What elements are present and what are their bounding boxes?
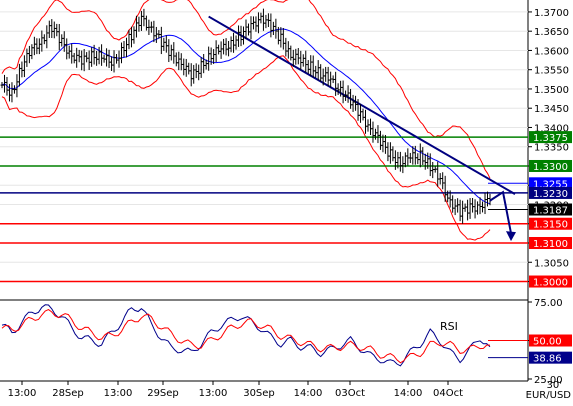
price-bars bbox=[0, 8, 492, 224]
level-label-box bbox=[529, 186, 572, 199]
rsi-tick-label: 25.00 bbox=[534, 375, 563, 386]
level-label-text: 1.3150 bbox=[533, 220, 568, 231]
trendline bbox=[208, 15, 516, 195]
level-label-box bbox=[529, 237, 572, 250]
x-tick-label: 14:00 bbox=[294, 388, 323, 399]
x-axis: 13:00 28Sep 13:00 29Sep 13:00 30Sep 14:00 03Oct… bbox=[8, 381, 463, 399]
x-tick-label: 28Sep bbox=[52, 388, 84, 399]
level-label-text: 1.3230 bbox=[533, 189, 568, 200]
support-resistance-lines bbox=[0, 136, 528, 283]
level-label-text: 1.3187 bbox=[533, 205, 568, 216]
x-tick-label: 13:00 bbox=[199, 388, 228, 399]
level-label-box bbox=[529, 275, 572, 288]
level-label-box bbox=[529, 131, 572, 144]
bollinger-bands bbox=[1, 0, 491, 241]
level-label-box bbox=[529, 159, 572, 172]
forecast-arrow-head bbox=[506, 231, 516, 242]
rsi-current-label: 38.86 bbox=[533, 354, 562, 365]
x-tick-label: 04Oct bbox=[433, 388, 463, 399]
bollinger-lower-band bbox=[1, 55, 491, 241]
bollinger-upper-band bbox=[1, 0, 491, 179]
price-tick-label: 1.3650 bbox=[534, 27, 569, 38]
price-tick-label: 1.3500 bbox=[534, 85, 569, 96]
level-label-box bbox=[529, 203, 572, 216]
price-tick-label: 1.3400 bbox=[534, 123, 569, 134]
level-label-text: 1.3100 bbox=[533, 239, 568, 250]
rsi-series-line bbox=[1, 304, 491, 367]
x-tick-label: 30Sep bbox=[243, 388, 275, 399]
level-label-text: 1.3300 bbox=[533, 162, 568, 173]
timeframe-label: 30' bbox=[547, 380, 562, 391]
x-tick-label: 03Oct bbox=[335, 388, 365, 399]
price-tick-label: 1.3550 bbox=[534, 66, 569, 77]
rsi-series-line bbox=[1, 309, 490, 364]
moving-average-line bbox=[1, 28, 491, 205]
rsi-current-label: 50.00 bbox=[533, 337, 562, 348]
rsi-tick-label: 75.00 bbox=[534, 298, 563, 309]
x-tick-label: 14:00 bbox=[394, 388, 423, 399]
price-tick-label: 1.3700 bbox=[534, 8, 569, 19]
price-tick-label: 1.3600 bbox=[534, 46, 569, 57]
instrument-label: EUR/USD bbox=[526, 390, 572, 401]
trendline-line bbox=[208, 15, 516, 195]
level-label-box bbox=[529, 177, 572, 190]
price-tick-label: 1.3450 bbox=[534, 104, 569, 115]
price-tick-label: 1.3050 bbox=[534, 258, 569, 269]
level-label-box bbox=[529, 217, 572, 230]
x-tick-label: 29Sep bbox=[147, 388, 179, 399]
level-label-text: 1.3000 bbox=[533, 278, 568, 289]
level-label-text: 1.3255 bbox=[533, 179, 568, 190]
forecast-arrow bbox=[489, 190, 516, 242]
level-label-text: 1.3375 bbox=[533, 133, 568, 144]
rsi-current-box bbox=[529, 334, 572, 347]
moving-average bbox=[1, 28, 491, 205]
rsi-title: RSI bbox=[440, 320, 458, 333]
price-tick-label: 1.3350 bbox=[534, 143, 569, 154]
forecast-arrow-line bbox=[489, 190, 512, 234]
x-tick-label: 13:00 bbox=[8, 388, 37, 399]
x-tick-label: 13:00 bbox=[104, 388, 133, 399]
rsi-current-box bbox=[529, 351, 572, 364]
